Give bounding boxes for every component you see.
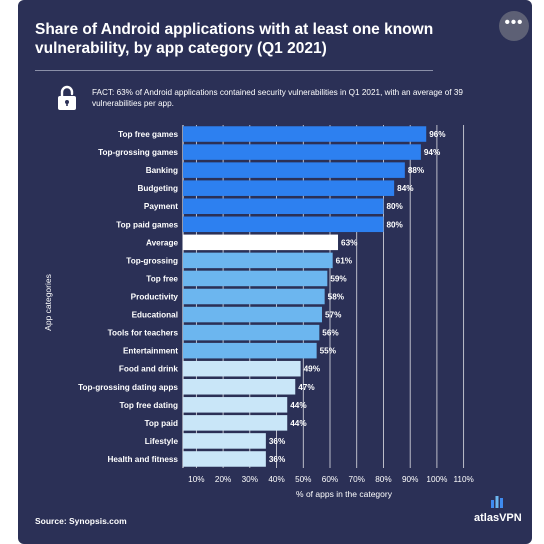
data-label: 49%	[304, 365, 321, 374]
category-label: Top free dating	[119, 401, 178, 410]
bar	[183, 360, 301, 377]
x-tick-label: 60%	[322, 475, 338, 484]
x-tick-label: 20%	[215, 475, 231, 484]
data-label: 88%	[408, 166, 425, 175]
x-tick-label: 70%	[349, 475, 365, 484]
bar	[183, 180, 395, 196]
data-label: 94%	[424, 148, 441, 157]
category-label: Productivity	[131, 293, 179, 302]
chart-card: Share of Android applications with at le…	[18, 0, 532, 544]
category-label: Top-grossing games	[98, 148, 178, 157]
category-label: Entertainment	[123, 347, 178, 356]
bar	[183, 415, 288, 431]
y-axis-title: App categories	[43, 274, 53, 331]
category-label: Top-grossing dating apps	[78, 383, 178, 392]
category-label: Payment	[144, 202, 178, 211]
category-label: Banking	[146, 166, 178, 175]
x-tick-label: 80%	[375, 475, 391, 484]
data-label: 80%	[386, 220, 403, 229]
bar	[183, 144, 421, 160]
category-label: Top free	[146, 274, 178, 283]
data-label: 36%	[269, 437, 286, 446]
source-note: Source: Synopsis.com	[35, 516, 127, 526]
x-tick-label: 30%	[242, 475, 258, 484]
bar	[183, 397, 288, 413]
padlock-icon	[58, 85, 76, 110]
category-label: Average	[146, 238, 178, 247]
bar	[183, 324, 320, 341]
category-label: Top free games	[118, 130, 178, 139]
category-label: Food and drink	[119, 365, 179, 374]
chart-title: Share of Android applications with at le…	[35, 21, 434, 57]
category-label: Educational	[132, 311, 178, 320]
data-label: 59%	[330, 274, 347, 283]
bar	[183, 162, 405, 178]
data-label: 96%	[429, 130, 446, 139]
data-label: 44%	[290, 401, 307, 410]
category-label: Health and fitness	[107, 455, 178, 464]
more-options-button[interactable]: •••	[499, 11, 529, 41]
bar	[183, 306, 322, 323]
bar	[183, 342, 317, 359]
title-divider	[35, 70, 433, 71]
x-tick-label: 110%	[453, 475, 473, 484]
data-label: 84%	[397, 184, 414, 193]
category-label: Budgeting	[138, 184, 178, 193]
data-label: 36%	[269, 455, 286, 464]
category-label: Top paid	[144, 419, 178, 428]
data-label: 57%	[325, 311, 342, 320]
bar	[183, 252, 333, 269]
bar	[183, 451, 266, 467]
data-label: 80%	[386, 202, 403, 211]
data-label: 56%	[322, 329, 339, 338]
bar	[183, 433, 266, 449]
bar	[183, 234, 339, 251]
bar-chart: 10% 20% 30% 40% 50% 60% 70% 80% 90% 100% 110% Top f…	[43, 125, 474, 499]
bar	[183, 379, 296, 395]
category-label: Top paid games	[116, 220, 178, 229]
brand-name: atlasVPN	[474, 512, 522, 524]
data-label: 47%	[298, 383, 315, 392]
bar	[183, 198, 384, 214]
atlasvpn-logo-icon	[491, 496, 503, 508]
x-tick-label: 50%	[295, 475, 311, 484]
data-label: 58%	[328, 293, 345, 302]
bar	[183, 270, 328, 287]
x-tick-label: 100%	[426, 475, 447, 484]
x-axis-title: % of apps in the category	[296, 489, 393, 499]
x-tick-label: 40%	[268, 475, 284, 484]
data-label: 44%	[290, 419, 307, 428]
data-label: 61%	[336, 256, 353, 265]
x-tick-label: 90%	[402, 475, 418, 484]
bar	[183, 216, 384, 233]
bar	[183, 126, 427, 142]
x-tick-label: 10%	[188, 475, 204, 484]
data-label: 63%	[341, 238, 358, 247]
fact-text: FACT: 63% of Android applications contai…	[92, 88, 463, 108]
data-label: 55%	[320, 347, 337, 356]
category-label: Top-grossing	[126, 256, 178, 265]
category-label: Lifestyle	[145, 437, 179, 446]
bar	[183, 288, 325, 305]
category-label: Tools for teachers	[108, 329, 179, 338]
